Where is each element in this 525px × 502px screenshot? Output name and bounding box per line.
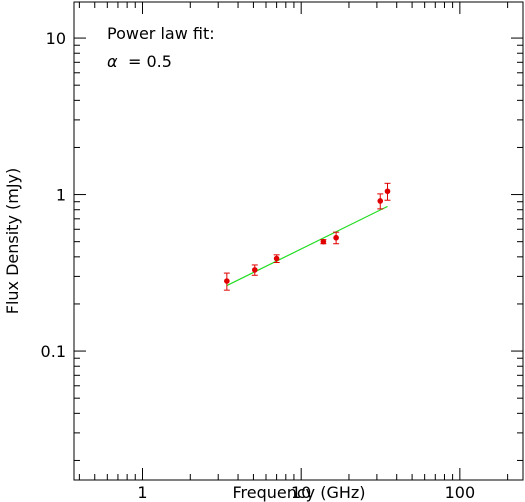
y-tick-label: 10 [46, 29, 66, 48]
annotation-alpha-symbol: α [107, 52, 118, 71]
data-point [273, 254, 280, 264]
fit-line-group [226, 205, 388, 287]
data-point [377, 193, 384, 210]
point-marker [377, 198, 384, 204]
axis-tick-labels: 1 10 100 0.1 1 10 [41, 29, 476, 502]
y-axis-label: Flux Density (mJy) [3, 168, 22, 315]
point-marker [333, 234, 339, 241]
x-tick-label: 1 [137, 483, 147, 502]
point-marker [384, 188, 391, 195]
point-marker [320, 238, 327, 245]
y-tick-label: 0.1 [41, 342, 66, 361]
annotation-line1: Power law fit: [107, 24, 215, 43]
x-tick-label: 10 [291, 483, 311, 502]
axis-ticks [74, 2, 523, 480]
x-tick-label: 100 [445, 483, 476, 502]
data-point [251, 264, 258, 276]
data-point [320, 238, 327, 245]
data-points-group [223, 182, 391, 291]
data-point [333, 231, 340, 245]
point-marker [251, 267, 258, 273]
x-axis-label: Frequency (GHz) [232, 483, 365, 502]
data-point [223, 272, 230, 291]
data-point [384, 182, 391, 201]
point-marker [273, 255, 280, 262]
point-marker [224, 278, 230, 284]
annotation-alpha-value: = 0.5 [128, 52, 172, 71]
y-tick-label: 1 [56, 186, 66, 205]
plot-frame [73, 1, 524, 481]
power-law-fit-line [226, 205, 388, 287]
